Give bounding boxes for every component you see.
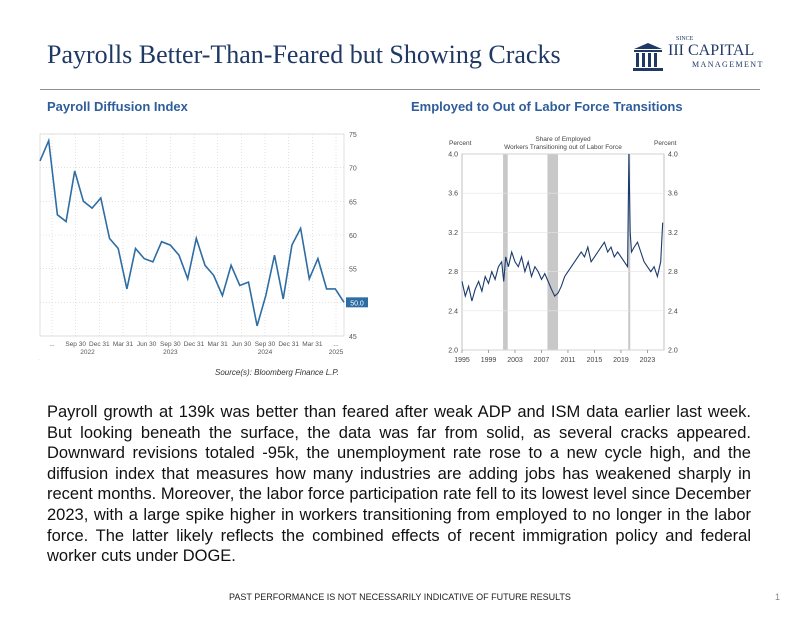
x-tick-label: ... xyxy=(49,341,55,348)
diffusion-index-line xyxy=(39,137,345,327)
x-tick-label: Mar 31 xyxy=(208,341,229,348)
y-tick-label-right: 3.2 xyxy=(668,230,678,237)
left-chart-subtitle: Payroll Diffusion Index xyxy=(47,99,188,114)
x-tick-label: Sep 30 xyxy=(160,341,181,348)
transition-share-line xyxy=(461,153,664,302)
x-tick-label: Mar 31 xyxy=(113,341,134,348)
y-axis-label-left: Percent xyxy=(449,140,472,147)
recession-band xyxy=(547,154,559,350)
x-tick-label: Dec 31 xyxy=(89,341,110,348)
plot-area xyxy=(461,153,665,351)
plot-area xyxy=(39,133,345,337)
x-tick-label: Sep 30 xyxy=(65,341,86,348)
y-tick-label-right: 2.4 xyxy=(668,308,678,315)
x-tick-label: ... xyxy=(333,341,339,348)
y-tick-label: 70 xyxy=(349,166,357,173)
title-divider xyxy=(40,89,760,90)
y-tick-label-left: 2.0 xyxy=(448,348,458,355)
pillars-icon xyxy=(633,43,663,71)
x-tick-label: 2007 xyxy=(534,357,550,364)
x-tick-label: 2003 xyxy=(507,357,523,364)
x-tick-label: Dec 31 xyxy=(278,341,299,348)
recession-band xyxy=(628,154,631,350)
y-tick-label-right: 2.8 xyxy=(668,269,678,276)
chart-footnote: © BDIPSI Index, Bureau of Labor Statisti… xyxy=(38,359,308,360)
commentary-paragraph: Payroll growth at 139k was better than f… xyxy=(47,403,751,566)
y-tick-label-left: 4.0 xyxy=(448,152,458,159)
logo-since: SINCE xyxy=(676,36,694,42)
last-value-badge xyxy=(346,297,368,308)
y-tick-label-left: 3.2 xyxy=(448,230,458,237)
logo-subtitle: MANAGEMENT xyxy=(692,60,764,69)
x-year-label: 2022 xyxy=(80,349,95,356)
y-tick-label: 45 xyxy=(349,334,357,341)
page-number: 1 xyxy=(775,592,781,602)
y-axis-label-right: Percent xyxy=(654,140,677,147)
y-tick-label: 65 xyxy=(349,199,357,206)
y-tick-label-right: 4.0 xyxy=(668,152,678,159)
x-tick-label: 1999 xyxy=(481,357,497,364)
x-tick-label: Dec 31 xyxy=(184,341,205,348)
x-tick-label: Jun 30 xyxy=(137,341,157,348)
y-tick-label: 55 xyxy=(349,267,357,274)
x-year-label: 2025 xyxy=(329,349,344,356)
y-tick-label-right: 2.0 xyxy=(668,348,678,355)
y-tick-label-right: 3.6 xyxy=(668,191,678,198)
x-year-label: 2023 xyxy=(163,349,178,356)
x-tick-label: Jun 30 xyxy=(232,341,252,348)
y-tick-label-left: 2.4 xyxy=(448,308,458,315)
x-tick-label: 2023 xyxy=(640,357,656,364)
disclaimer-footer: PAST PERFORMANCE IS NOT NECESSARILY INDI… xyxy=(229,592,571,602)
x-tick-label: 2019 xyxy=(613,357,629,364)
y-tick-label: 60 xyxy=(349,233,357,240)
labor-force-transition-chart: 4.0 4.0 3.6 3.6 3.2 3.2 2.8 2.8 2.4 2.4 2.0 2.0 1995… xyxy=(448,136,678,364)
last-value-label: 50.0 xyxy=(350,300,364,307)
y-tick-label-left: 2.8 xyxy=(448,269,458,276)
x-year-label: 2024 xyxy=(258,349,273,356)
y-tick-label: 75 xyxy=(349,132,357,139)
x-tick-label: 2011 xyxy=(560,357,575,364)
chart-title-line2: Workers Transitioning out of Labor Force xyxy=(504,144,622,151)
source-note: Source(s): Bloomberg Finance L.P. xyxy=(215,368,339,377)
company-logo: SINCE III CAPITAL MANAGEMENT xyxy=(632,36,762,74)
chart-title-line1: Share of Employed xyxy=(535,136,591,143)
recession-band xyxy=(503,154,508,350)
x-tick-label: 1995 xyxy=(454,357,470,364)
x-tick-label: Mar 31 xyxy=(302,341,323,348)
right-chart-subtitle: Employed to Out of Labor Force Transitio… xyxy=(411,99,683,114)
x-tick-label: 2015 xyxy=(587,357,603,364)
logo-name: III CAPITAL xyxy=(668,42,755,59)
x-tick-label: Sep 30 xyxy=(255,341,276,348)
slide-title: Payrolls Better-Than-Feared but Showing … xyxy=(47,40,561,69)
y-tick-label-left: 3.6 xyxy=(448,191,458,198)
